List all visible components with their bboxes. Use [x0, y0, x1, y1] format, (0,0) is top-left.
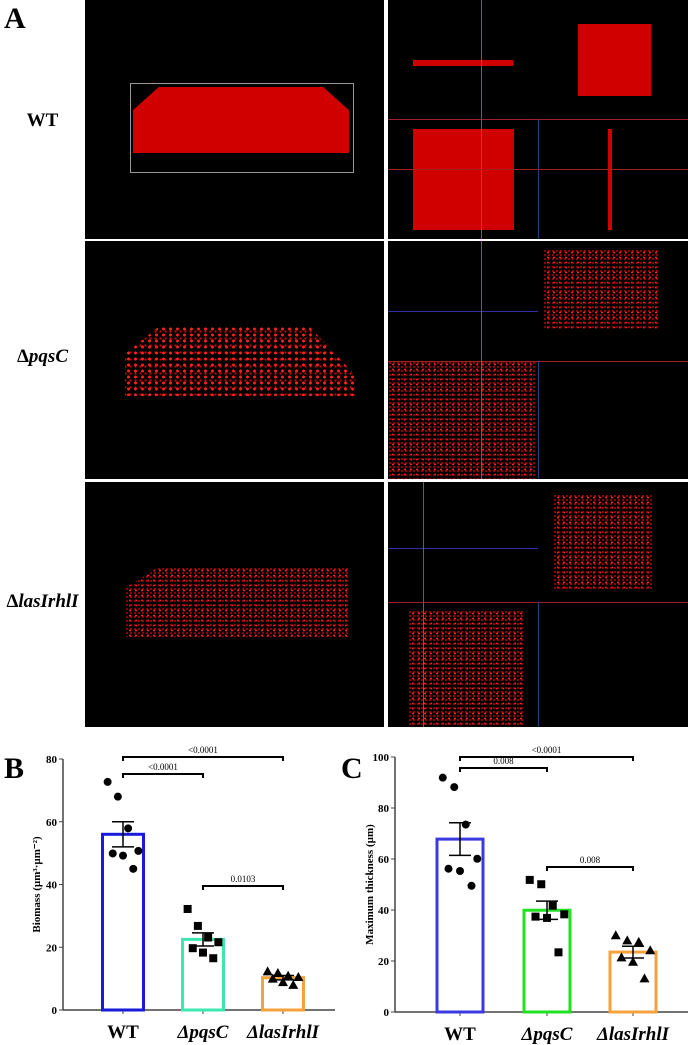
strain-label-wt: WT: [0, 110, 85, 132]
data-point: [548, 901, 557, 910]
y-tick-label: 60: [378, 854, 390, 866]
x-tick-label: ΔlasIrhlI: [596, 1024, 670, 1045]
p-value-label: <0.0001: [188, 745, 218, 755]
significance-bracket: [122, 756, 284, 761]
data-point: [525, 875, 534, 884]
data-point: [467, 881, 476, 890]
y-axis-label: Maximum thickness (µm): [364, 824, 376, 945]
data-point: [188, 944, 197, 953]
data-point: [129, 864, 138, 873]
data-point: [461, 820, 470, 829]
data-point: [639, 973, 650, 983]
data-point: [537, 880, 546, 889]
data-point: [560, 910, 569, 919]
y-tick-label: 20: [46, 942, 58, 954]
pqsc-3d-image: [85, 241, 384, 479]
strain-label-lasirhli: ΔlasIrhlI: [0, 591, 85, 613]
data-point: [272, 967, 283, 977]
strain-label-pqsc: ΔpqsC: [0, 346, 85, 368]
data-point: [262, 966, 273, 976]
data-point: [633, 936, 644, 946]
strain-name: pqsC: [28, 346, 68, 367]
data-point: [278, 977, 288, 987]
y-tick-label: 40: [46, 880, 58, 892]
data-point: [124, 824, 133, 833]
significance-bracket: [459, 756, 634, 761]
x-tick-label: ΔpqsC: [177, 1022, 229, 1043]
chart-c: 0 20 40 60 80 100 Maximum thickness (µm) WT Δpqs…: [364, 745, 688, 1045]
data-point: [293, 972, 304, 982]
lasirhli-3d-image: [85, 482, 384, 727]
y-tick-label: 40: [378, 905, 390, 917]
panel-b-label: B: [4, 752, 25, 785]
wt-3d-image: [85, 0, 384, 239]
data-point: [456, 866, 464, 875]
y-tick-label: 0: [384, 1007, 390, 1019]
data-point: [444, 864, 453, 873]
data-point: [438, 773, 447, 782]
x-tick-label: ΔpqsC: [521, 1024, 573, 1045]
bar: [522, 908, 572, 1014]
data-point: [473, 854, 482, 863]
delta-prefix: Δ: [6, 591, 19, 612]
p-value-label: <0.0001: [148, 762, 178, 772]
data-point: [113, 792, 122, 801]
lasirhli-orthogonal-image: [388, 482, 688, 727]
data-point: [199, 948, 207, 957]
strain-name: lasIrhlI: [18, 591, 79, 612]
data-point: [616, 952, 627, 962]
p-value-label: <0.0001: [532, 745, 562, 755]
data-point: [193, 921, 202, 930]
data-point: [108, 849, 117, 858]
delta-prefix: Δ: [17, 346, 29, 367]
strain-name: WT: [26, 110, 59, 131]
data-point: [103, 777, 112, 786]
data-point: [622, 935, 633, 945]
p-value-label: 0.008: [580, 855, 601, 865]
pqsc-orthogonal-image: [388, 241, 688, 479]
y-tick-label: 60: [46, 817, 58, 829]
y-tick-label: 100: [373, 752, 390, 764]
data-point: [450, 783, 459, 792]
data-point: [214, 938, 223, 947]
p-value-label: 0.008: [493, 756, 514, 766]
data-point: [645, 945, 656, 955]
data-point: [610, 930, 621, 940]
data-point: [183, 904, 192, 913]
wt-orthogonal-image: [388, 0, 688, 239]
p-value-label: 0.0103: [231, 874, 256, 884]
data-point: [209, 954, 218, 963]
data-point: [119, 851, 127, 860]
data-point: [134, 846, 143, 855]
data-point: [204, 933, 213, 942]
data-point: [288, 979, 299, 989]
y-tick-label: 0: [52, 1005, 58, 1017]
significance-bracket: [202, 885, 284, 890]
bar: [435, 837, 485, 1014]
data-point: [554, 948, 563, 957]
significance-bracket: [546, 866, 634, 871]
y-tick-label: 80: [46, 754, 58, 766]
x-tick-label: WT: [444, 1024, 476, 1045]
y-axis-label: Biomass (µm³·µm⁻²): [31, 836, 43, 933]
significance-bracket: [459, 767, 548, 772]
chart-b: 0 20 40 60 80 Biomass (µm³·µm⁻²) WT ΔpqsC ΔlasIr…: [31, 745, 335, 1043]
data-point: [628, 956, 638, 966]
significance-bracket: [122, 773, 204, 778]
y-tick-label: 80: [378, 803, 390, 815]
x-tick-label: WT: [107, 1022, 139, 1043]
panel-a-label: A: [4, 2, 26, 35]
panel-c-label: C: [341, 752, 363, 785]
x-tick-label: ΔlasIrhlI: [246, 1022, 320, 1043]
bar: [101, 832, 145, 1012]
y-tick-label: 20: [378, 956, 390, 968]
data-point: [531, 912, 540, 921]
